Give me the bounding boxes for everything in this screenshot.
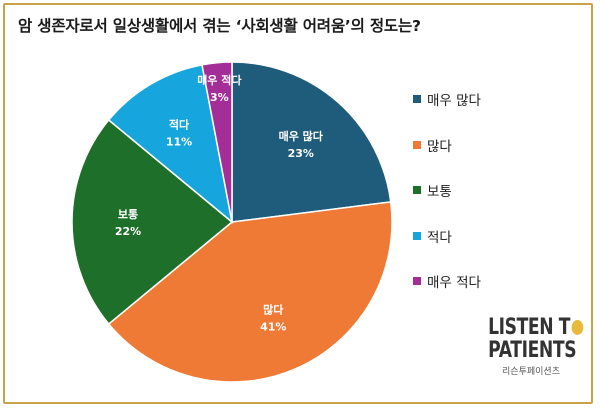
pie-slice-4: [201, 61, 233, 223]
pie-slice-0: [231, 61, 392, 223]
legend-item-4: 매우 적다: [413, 272, 481, 292]
legend-swatch-0: [413, 95, 421, 103]
legend-swatch-3: [413, 231, 421, 240]
pie-slice-2: [71, 118, 234, 326]
slice-value-1: 41%: [260, 320, 286, 333]
slice-value-4: 3%: [210, 91, 229, 104]
legend-label-1: 많다: [427, 138, 452, 155]
chart-title: 암 생존자로서 일상생활에서 겪는 ‘사회생활 어려움’의 정도는?: [18, 17, 421, 35]
slice-value-0: 23%: [288, 147, 314, 160]
legend-label-2: 보통: [427, 184, 452, 201]
brand-tagline: 리슨투페이션츠: [502, 367, 560, 377]
pie-slice-3: [107, 63, 234, 224]
slice-value-3: 11%: [166, 135, 192, 148]
slice-label-4: 매우 적다: [197, 73, 242, 87]
legend-label-3: 적다: [427, 229, 452, 246]
legend-swatch-4: [413, 277, 421, 286]
slice-value-2: 22%: [115, 225, 141, 238]
pie-slice-1: [107, 201, 393, 383]
legend-item-1: 많다: [413, 136, 481, 155]
legend-swatch-1: [413, 140, 421, 149]
legend-item-2: 보통: [413, 181, 481, 201]
legend-swatch-2: [413, 186, 421, 195]
slice-label-2: 보통: [118, 208, 138, 221]
legend-label-0: 매우 많다: [427, 93, 481, 109]
legend-label-4: 매우 적다: [427, 275, 481, 292]
slice-label-1: 많다: [263, 302, 284, 316]
legend-item-0: 매우 많다: [413, 90, 481, 109]
slice-label-0: 매우 많다: [279, 129, 324, 143]
legend-item-3: 적다: [413, 227, 481, 246]
slice-label-3: 적다: [169, 117, 190, 131]
brand-logo: LISTEN T PATIENTS 리슨투페이션츠: [476, 316, 586, 377]
brand-logo-o-icon: [571, 320, 584, 335]
brand-logo-line1: LISTEN T: [488, 316, 584, 339]
brand-logo-line2: PATIENTS: [488, 338, 577, 363]
